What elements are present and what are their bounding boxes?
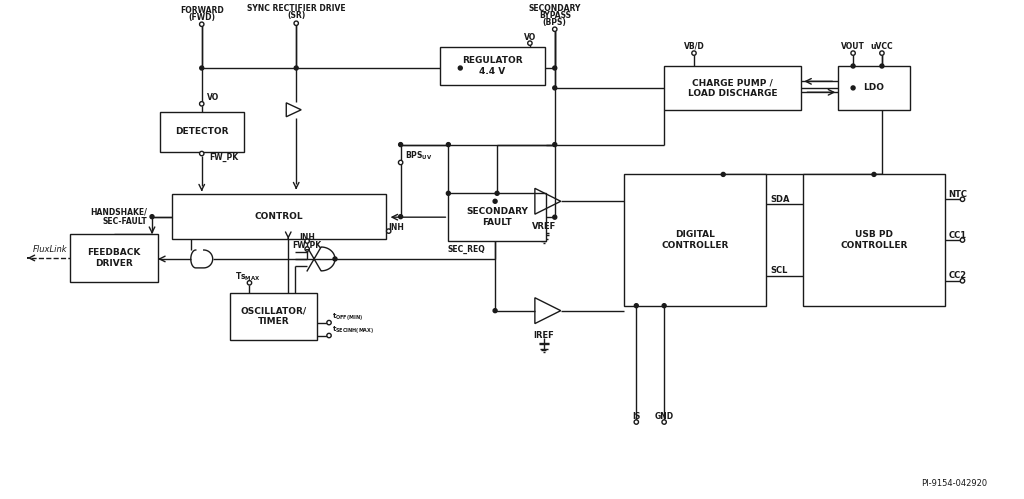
Circle shape — [200, 102, 204, 106]
Text: VREF: VREF — [531, 222, 556, 231]
Circle shape — [327, 333, 331, 338]
Text: $\mathregular{t_{SECINH(MAX)}}$: $\mathregular{t_{SECINH(MAX)}}$ — [332, 325, 374, 336]
Circle shape — [961, 278, 965, 283]
Text: FEEDBACK
DRIVER: FEEDBACK DRIVER — [87, 249, 141, 267]
Bar — [665, 66, 802, 110]
Circle shape — [553, 66, 557, 70]
Circle shape — [446, 191, 451, 195]
Circle shape — [200, 66, 204, 70]
Bar — [839, 66, 909, 110]
Circle shape — [872, 173, 876, 177]
Bar — [625, 175, 766, 306]
Circle shape — [151, 215, 154, 219]
Circle shape — [294, 66, 298, 70]
Bar — [449, 193, 546, 241]
Circle shape — [305, 239, 309, 243]
Circle shape — [553, 27, 557, 31]
Circle shape — [880, 64, 884, 68]
Circle shape — [494, 309, 497, 313]
Text: VO: VO — [207, 93, 219, 102]
Text: CONTROL: CONTROL — [255, 212, 303, 221]
Text: VB/D: VB/D — [684, 41, 705, 50]
Bar — [160, 112, 245, 152]
Circle shape — [880, 51, 884, 55]
Circle shape — [851, 64, 855, 68]
Text: USB PD
CONTROLLER: USB PD CONTROLLER — [841, 231, 907, 250]
Text: (SR): (SR) — [287, 11, 305, 20]
Circle shape — [333, 257, 337, 261]
Text: BYPASS: BYPASS — [539, 11, 570, 20]
Bar — [229, 293, 317, 340]
Text: $\mathregular{Ts_{MAX}}$: $\mathregular{Ts_{MAX}}$ — [234, 270, 260, 283]
Text: FORWARD: FORWARD — [180, 6, 223, 15]
Circle shape — [398, 160, 402, 165]
Text: FW_PK: FW_PK — [293, 241, 322, 250]
Circle shape — [459, 66, 462, 70]
Circle shape — [553, 86, 557, 90]
Text: INH: INH — [299, 233, 315, 242]
Circle shape — [662, 420, 667, 424]
Bar — [804, 175, 944, 306]
Text: CHARGE PUMP /
LOAD DISCHARGE: CHARGE PUMP / LOAD DISCHARGE — [688, 78, 777, 98]
Circle shape — [851, 86, 855, 90]
Bar — [172, 194, 386, 239]
Circle shape — [305, 247, 309, 251]
Text: OSCILLATOR/
TIMER: OSCILLATOR/ TIMER — [241, 307, 306, 326]
Text: SDA: SDA — [770, 195, 791, 204]
Circle shape — [494, 199, 497, 203]
Text: uVCC: uVCC — [870, 41, 893, 50]
Circle shape — [634, 420, 639, 424]
Bar — [440, 47, 545, 85]
Circle shape — [327, 320, 331, 325]
Circle shape — [663, 304, 667, 308]
Text: INH: INH — [389, 223, 404, 232]
Text: SEC-FAULT: SEC-FAULT — [102, 217, 147, 226]
Text: NTC: NTC — [948, 190, 968, 199]
Circle shape — [200, 151, 204, 156]
Text: SCL: SCL — [770, 266, 787, 275]
Circle shape — [634, 304, 638, 308]
Circle shape — [961, 197, 965, 202]
Text: IREF: IREF — [534, 331, 554, 340]
Circle shape — [495, 191, 499, 195]
Circle shape — [527, 41, 532, 45]
Text: SYNC RECTIFIER DRIVE: SYNC RECTIFIER DRIVE — [247, 4, 345, 13]
Text: SEC_REQ: SEC_REQ — [447, 245, 485, 253]
Circle shape — [721, 173, 725, 177]
Text: IS: IS — [632, 412, 640, 421]
Text: FluxLink: FluxLink — [33, 246, 68, 254]
Circle shape — [200, 22, 204, 26]
Circle shape — [553, 143, 557, 147]
Circle shape — [692, 51, 696, 55]
Text: (BPS): (BPS) — [543, 18, 566, 27]
Circle shape — [247, 280, 252, 285]
Circle shape — [398, 143, 402, 147]
Text: LDO: LDO — [863, 83, 885, 92]
Circle shape — [294, 21, 298, 25]
Text: CC2: CC2 — [948, 271, 967, 280]
Circle shape — [851, 51, 855, 55]
Text: HANDSHAKE/: HANDSHAKE/ — [90, 207, 147, 216]
Circle shape — [553, 215, 557, 219]
Bar — [71, 234, 158, 282]
Text: $\mathregular{t_{OFF(MIN)}}$: $\mathregular{t_{OFF(MIN)}}$ — [332, 312, 364, 323]
Text: (FWD): (FWD) — [188, 13, 215, 22]
Text: DIGITAL
CONTROLLER: DIGITAL CONTROLLER — [662, 231, 729, 250]
Text: SECONDARY
FAULT: SECONDARY FAULT — [466, 208, 528, 227]
Text: CC1: CC1 — [948, 231, 967, 240]
Text: VOUT: VOUT — [841, 41, 865, 50]
Text: $\mathregular{BPS_{UV}}$: $\mathregular{BPS_{UV}}$ — [404, 149, 432, 162]
Text: FW_PK: FW_PK — [210, 153, 239, 162]
Text: SECONDARY: SECONDARY — [528, 4, 581, 13]
Text: DETECTOR: DETECTOR — [175, 127, 229, 136]
Text: REGULATOR
4.4 V: REGULATOR 4.4 V — [462, 56, 523, 76]
Text: GND: GND — [654, 412, 674, 421]
Circle shape — [446, 143, 451, 147]
Circle shape — [961, 238, 965, 242]
Text: VO: VO — [523, 33, 536, 42]
Text: PI-9154-042920: PI-9154-042920 — [922, 479, 987, 488]
Circle shape — [398, 215, 402, 219]
Circle shape — [386, 229, 391, 234]
